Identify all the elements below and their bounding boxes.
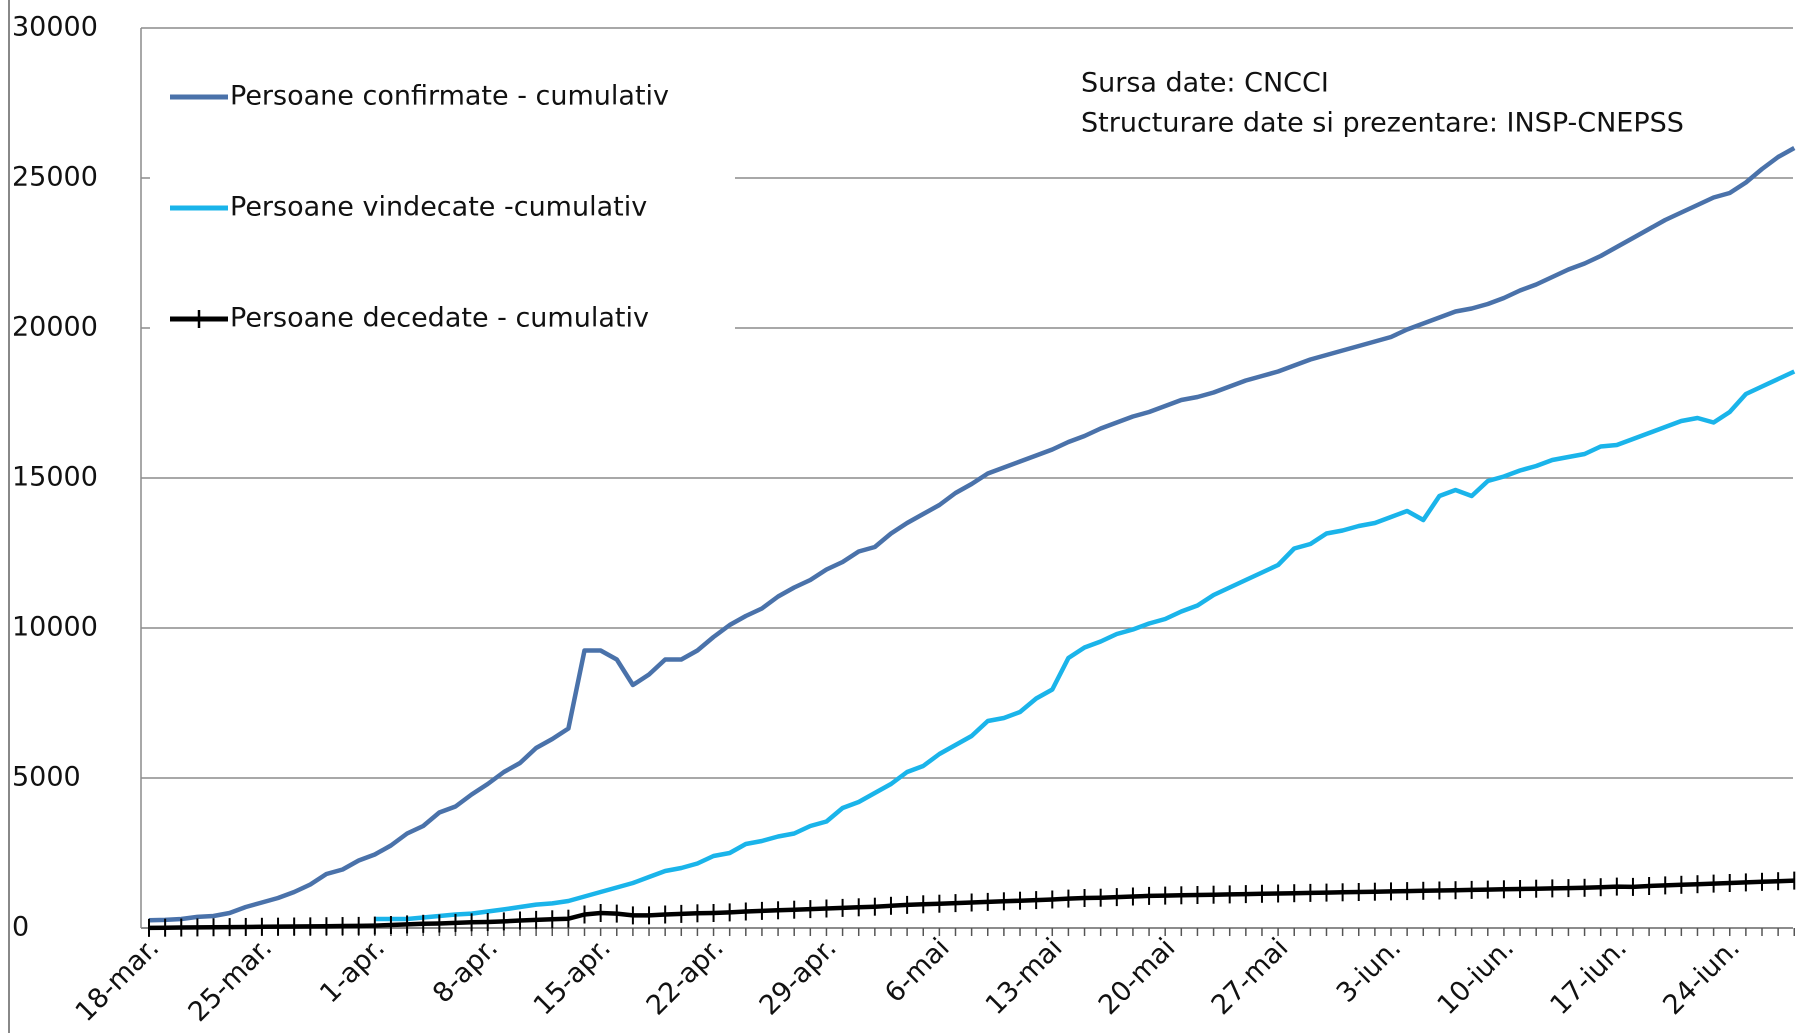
x-tick-label: 25-mar. bbox=[183, 932, 279, 1028]
x-tick-label: 17-iun. bbox=[1544, 932, 1633, 1021]
x-tick-label: 24-iun. bbox=[1657, 932, 1746, 1021]
x-tick-label: 27-mai bbox=[1206, 932, 1295, 1021]
x-tick-label: 20-mai bbox=[1093, 932, 1182, 1021]
x-tick-label: 8-apr. bbox=[427, 932, 504, 1009]
y-tick-label: 30000 bbox=[12, 12, 98, 43]
x-tick-label: 29-apr. bbox=[754, 932, 843, 1021]
x-tick-label: 18-mar. bbox=[70, 932, 166, 1028]
legend-label: Persoane vindecate -cumulativ bbox=[230, 192, 647, 223]
series-line bbox=[374, 369, 1796, 922]
legend: Persoane confirmate - cumulativ Persoane … bbox=[150, 55, 735, 355]
y-tick-label: 15000 bbox=[12, 462, 98, 493]
annotation: Structurare date si prezentare: INSP-CNE… bbox=[1081, 108, 1684, 139]
x-tick-label: 15-apr. bbox=[528, 932, 617, 1021]
x-tick-label: 1-apr. bbox=[314, 932, 391, 1009]
y-tick-label: 25000 bbox=[12, 162, 98, 193]
x-tick-label: 10-iun. bbox=[1431, 932, 1520, 1021]
annotation: Sursa date: CNCCI bbox=[1081, 68, 1329, 99]
x-tick-label: 22-apr. bbox=[641, 932, 730, 1021]
legend-label: Persoane decedate - cumulativ bbox=[230, 303, 649, 334]
x-tick-label: 13-mai bbox=[980, 932, 1069, 1021]
y-tick-label: 10000 bbox=[12, 612, 98, 643]
x-tick-label: 6-mai bbox=[879, 932, 956, 1009]
series-line bbox=[148, 146, 1796, 923]
y-tick-label: 20000 bbox=[12, 312, 98, 343]
x-tick-label: 3-iun. bbox=[1331, 932, 1408, 1009]
y-tick-label: 0 bbox=[12, 912, 29, 943]
legend-label: Persoane confirmate - cumulativ bbox=[230, 81, 669, 112]
legend-box bbox=[150, 55, 735, 355]
y-tick-label: 5000 bbox=[12, 762, 81, 793]
